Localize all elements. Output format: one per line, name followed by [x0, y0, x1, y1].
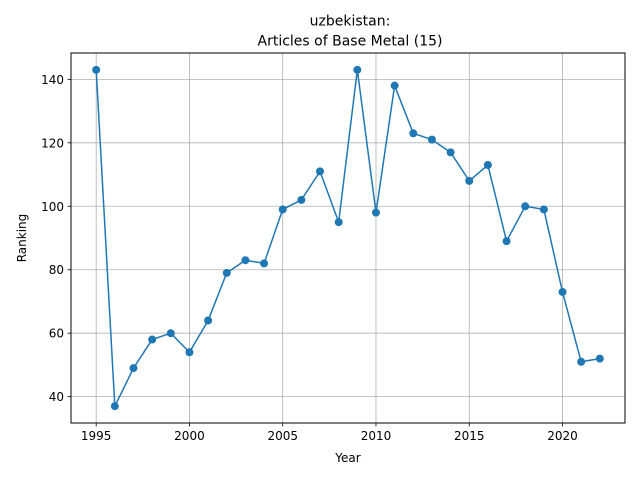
- data-point: [148, 335, 157, 344]
- plot-frame: [70, 52, 626, 424]
- data-point: [222, 268, 231, 277]
- x-tick-label: 2015: [454, 429, 485, 443]
- data-point: [316, 167, 325, 176]
- y-axis-ticks: 40 60 80 100 120 140: [41, 73, 71, 404]
- data-point: [483, 161, 492, 170]
- data-point: [595, 354, 604, 363]
- data-point: [241, 256, 250, 265]
- data-point: [297, 195, 306, 204]
- data-point: [521, 202, 530, 211]
- data-line: [95, 69, 600, 410]
- chart-title-line-2: Articles of Base Metal (15): [258, 34, 443, 50]
- y-tick-label: 40: [49, 390, 64, 404]
- data-point: [446, 148, 455, 157]
- data-point: [371, 208, 380, 217]
- x-tick-label: 2000: [174, 429, 205, 443]
- data-point: [92, 65, 101, 74]
- data-point: [278, 205, 287, 214]
- y-tick-label: 80: [49, 263, 64, 277]
- data-point: [558, 287, 567, 296]
- y-tick-label: 120: [41, 136, 64, 150]
- x-tick-label: 2010: [361, 429, 392, 443]
- y-tick-label: 140: [41, 73, 64, 87]
- data-point: [260, 259, 269, 268]
- series-points: [92, 65, 604, 411]
- data-point: [129, 364, 138, 373]
- x-axis-label: Year: [334, 451, 360, 465]
- data-point: [353, 65, 362, 74]
- y-tick-label: 60: [49, 327, 64, 341]
- data-point: [465, 176, 474, 185]
- y-axis-label: Ranking: [15, 214, 29, 263]
- y-tick-label: 100: [41, 200, 64, 214]
- data-point: [204, 316, 213, 325]
- x-tick-label: 1995: [81, 429, 112, 443]
- data-point: [539, 205, 548, 214]
- series-line: [95, 69, 600, 410]
- x-tick-label: 2005: [267, 429, 298, 443]
- data-point: [334, 218, 343, 227]
- x-tick-label: 2020: [547, 429, 578, 443]
- x-axis-ticks: 1995 2000 2005 2010 2015 2020: [81, 423, 578, 443]
- data-point: [409, 129, 418, 138]
- data-point: [166, 329, 175, 338]
- data-point: [110, 402, 119, 411]
- data-point: [502, 237, 511, 246]
- data-point: [390, 81, 399, 90]
- chart-title-line-1: uzbekistan:: [310, 14, 391, 30]
- data-point: [185, 348, 194, 357]
- data-point: [577, 357, 586, 366]
- data-point: [427, 135, 436, 144]
